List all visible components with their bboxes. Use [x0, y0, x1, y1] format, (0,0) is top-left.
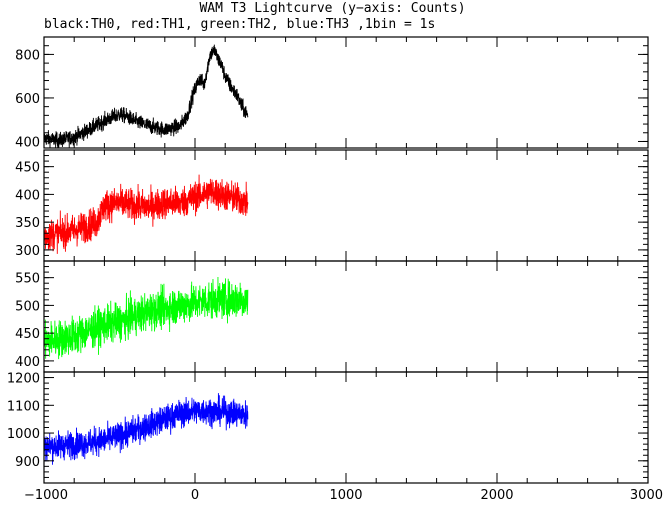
y-tick-label: 450	[15, 161, 40, 176]
y-tick-label: 900	[15, 455, 40, 470]
y-tick-label: 1000	[7, 427, 40, 442]
series-line-2	[44, 276, 249, 360]
chart-title: WAM T3 Lightcurve (y−axis: Counts)	[199, 1, 466, 16]
x-tick-label: 0	[191, 488, 199, 503]
y-tick-label: 1100	[7, 399, 40, 414]
x-tick-label: −1000	[24, 488, 68, 503]
panel-frame-0	[43, 36, 649, 149]
x-tick-label: 1000	[329, 488, 362, 503]
y-tick-label: 550	[15, 272, 40, 287]
y-tick-label: 400	[15, 135, 40, 150]
y-tick-label: 450	[15, 327, 40, 342]
y-tick-label: 800	[15, 48, 40, 63]
x-tick-label: 3000	[630, 488, 663, 503]
x-tick-label: 2000	[480, 488, 513, 503]
y-tick-label: 300	[15, 244, 40, 259]
y-tick-label: 600	[15, 92, 40, 107]
y-tick-label: 400	[15, 188, 40, 203]
y-tick-label: 1200	[7, 372, 40, 387]
y-tick-label: 500	[15, 299, 40, 314]
y-tick-label: 400	[15, 355, 40, 370]
chart-subtitle: black:TH0, red:TH1, green:TH2, blue:TH3 …	[44, 17, 436, 32]
series-line-1	[44, 174, 249, 254]
series-line-0	[44, 44, 249, 148]
series-line-3	[44, 393, 249, 465]
y-tick-label: 350	[15, 216, 40, 231]
